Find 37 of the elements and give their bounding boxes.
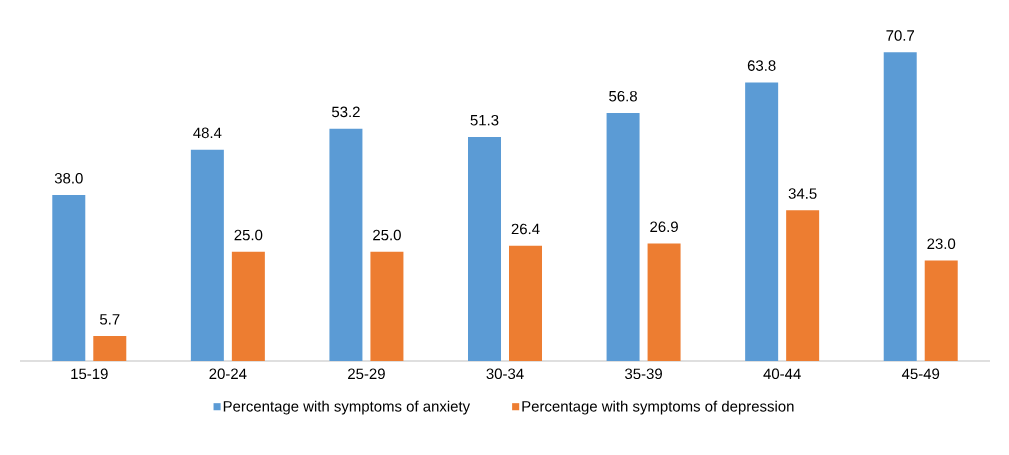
data-label: 38.0 (54, 172, 83, 184)
data-label: 23.0 (927, 238, 956, 250)
bar (231, 251, 265, 361)
data-label: 70.7 (886, 30, 915, 41)
data-label: 48.4 (193, 127, 222, 139)
bar (606, 112, 640, 361)
bar (509, 245, 542, 361)
x-tick-label: 15-19 (71, 368, 108, 380)
bar (370, 251, 404, 361)
data-label: 51.3 (470, 114, 499, 126)
x-tick-label: 25-29 (348, 368, 385, 380)
bar (883, 52, 917, 361)
bar (329, 128, 363, 361)
x-tick-label: 45-49 (901, 368, 940, 380)
x-tick-label: 20-24 (209, 368, 247, 380)
data-label: 25.0 (373, 229, 401, 241)
bar (745, 82, 779, 361)
bar (786, 210, 820, 361)
legend-label: Percentage with symptoms of anxiety (223, 400, 471, 415)
data-label: 26.9 (650, 221, 678, 233)
bar (468, 137, 501, 361)
legend-label: Percentage with symptoms of depression (522, 400, 794, 415)
bar (647, 243, 681, 361)
x-tick-label: 30-34 (486, 368, 524, 380)
x-tick-label: 35-39 (625, 368, 662, 380)
data-label: 34.5 (788, 188, 817, 199)
bar (52, 195, 86, 361)
bar (93, 336, 127, 361)
x-tick-label: 40-44 (763, 368, 801, 380)
data-label: 63.8 (747, 60, 776, 71)
data-label: 56.8 (609, 90, 637, 102)
data-label: 26.4 (511, 223, 540, 235)
data-label: 25.0 (234, 229, 263, 241)
data-label: 53.2 (331, 106, 360, 118)
data-label: 5.7 (99, 314, 120, 325)
bar (924, 260, 958, 361)
bar (190, 149, 224, 361)
